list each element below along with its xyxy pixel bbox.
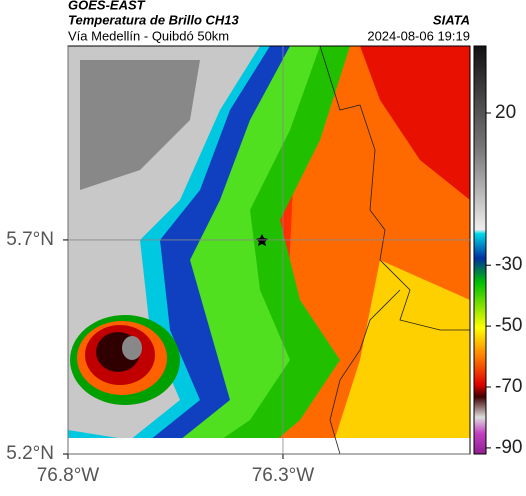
route: Vía Medellín - Quibdó 50km [68, 28, 229, 43]
colorbar-tick-label: -90 [495, 437, 522, 458]
colorbar-tick-label: -30 [495, 254, 522, 275]
colorbar [473, 45, 487, 455]
colorbar-tick-label: 20 [495, 102, 516, 123]
subtitle: Temperatura de Brillo CH13 [68, 12, 240, 27]
title: GOES-EAST [68, 0, 146, 12]
satellite-image [68, 46, 470, 454]
lat-tick-label: 5.7°N [6, 229, 54, 250]
colorbar-tick-label: -50 [495, 315, 522, 336]
lon-tick-label: 76.3°W [252, 465, 315, 486]
datetime: 2024-08-06 19:19 [367, 28, 470, 43]
source: SIATA [433, 12, 470, 27]
colorbar-tick-label: -70 [495, 376, 522, 397]
lat-tick-label: 5.2°N [6, 443, 54, 464]
lon-tick-label: 76.8°W [37, 465, 100, 486]
